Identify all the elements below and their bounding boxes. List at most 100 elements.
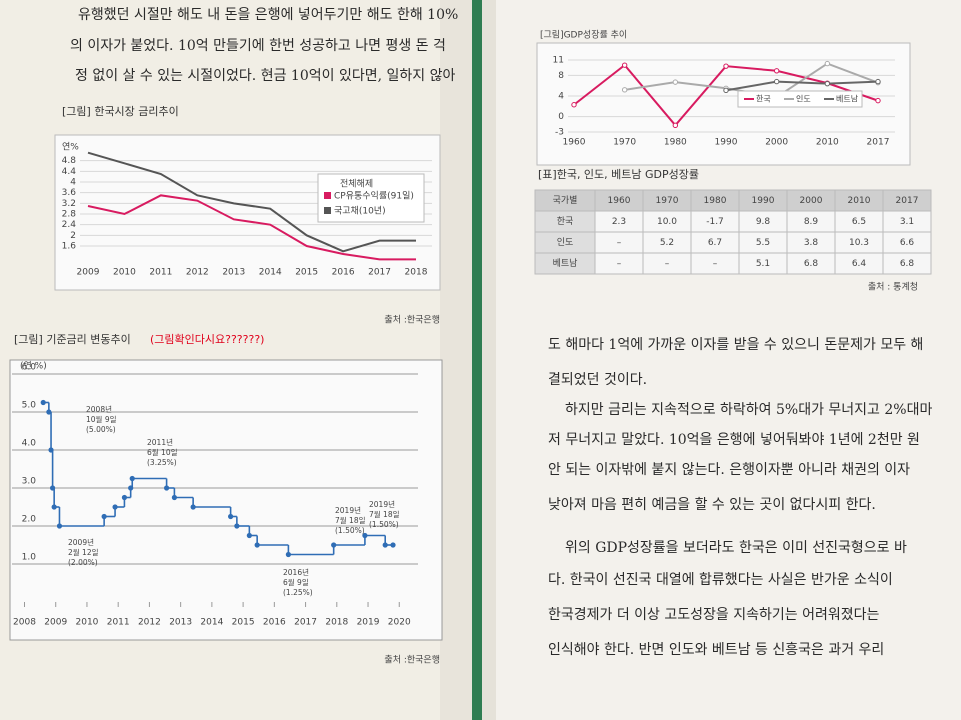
point: [46, 409, 52, 415]
point: [875, 97, 881, 104]
paragraph-line: 결되었던 것이다.: [548, 372, 647, 388]
spine-shadow: [440, 0, 472, 720]
x-tick-label: 2018: [405, 268, 428, 278]
y-tick-label: 3.2: [62, 199, 76, 209]
legend-box: [737, 90, 863, 108]
y-tick-label: 8: [558, 71, 564, 81]
annotation: 2016년: [283, 567, 309, 577]
table-cell-text: 2000: [800, 196, 823, 206]
table-cell-text: 8.9: [804, 217, 819, 227]
table-cell-text: –: [713, 259, 718, 269]
point: [50, 485, 56, 491]
annotation: 2011년: [147, 437, 173, 447]
table-cell-text: 10.3: [849, 238, 869, 248]
table-cell-text: 1990: [752, 196, 775, 206]
paragraph-line: 저 무너지고 말았다. 10억을 은행에 넣어둬봐야 1년에 2천만 원: [548, 432, 920, 448]
point: [773, 68, 780, 74]
annotation: 2009년: [68, 537, 94, 547]
point: [51, 504, 57, 510]
x-tick-label: 2017: [294, 618, 317, 628]
y-tick-label: 2: [70, 231, 76, 241]
table-cell-text: 6.4: [852, 259, 867, 269]
legend-label: 베트남: [836, 95, 859, 104]
x-tick-label: 2016: [332, 268, 355, 278]
point: [362, 532, 368, 539]
table-cell-text: 1970: [656, 196, 679, 206]
annotation: 2019년: [335, 505, 361, 515]
point: [331, 542, 337, 548]
table-cell-text: 1980: [704, 196, 727, 206]
table-cell-text: 2.3: [612, 217, 626, 227]
legend-label: CP유통수익률(91일): [334, 190, 414, 202]
paragraph-line: 도 해마다 1억에 가까운 이자를 받을 수 있으니 돈문제가 모두 해: [548, 337, 923, 353]
y-tick-label: 4: [558, 92, 564, 102]
y-tick-label: 0: [558, 112, 564, 122]
y-tick-label: 2.0: [22, 515, 37, 525]
x-tick-label: 2017: [368, 268, 391, 278]
legend-label: 한국: [756, 95, 771, 104]
point: [128, 485, 134, 491]
y-tick-label: 6.0: [22, 363, 37, 373]
paragraph-line: 낮아져 마음 편히 예금을 할 수 있는 곳이 없다시피 한다.: [548, 497, 876, 513]
y-tick-label: 3.0: [22, 477, 37, 487]
y-tick-label: 2.4: [62, 220, 77, 230]
point: [672, 122, 679, 129]
table-cell-text: 10.0: [657, 217, 677, 227]
table-cell-text: 9.8: [756, 217, 771, 227]
paragraph-line: 의 이자가 붙었다. 10억 만들기에 한번 성공하고 나면 평생 돈 걱: [70, 38, 446, 54]
legend-swatch: [324, 207, 331, 214]
y-tick-label: 5.0: [22, 401, 37, 411]
table-cell-text: 6.8: [804, 259, 819, 269]
paragraph-line: 유행했던 시절만 해도 내 돈을 은행에 넣어두기만 해도 한해 10%: [78, 7, 458, 23]
x-tick-label: 2000: [765, 138, 788, 148]
paragraph-line: 하지만 금리는 지속적으로 하락하여 5%대가 무너지고 2%대마: [565, 402, 932, 418]
point: [234, 523, 240, 529]
y-tick-label: 1.6: [62, 242, 77, 252]
point: [228, 513, 234, 520]
annotation: 2월 12일: [68, 547, 99, 557]
table-cell-text: 한국: [557, 216, 574, 227]
point: [824, 60, 831, 67]
point: [40, 399, 46, 406]
x-tick-label: 2012: [138, 618, 161, 628]
table-cell-text: 인도: [557, 237, 574, 248]
y-unit: 연%: [62, 142, 79, 153]
y-tick-label: 2.8: [62, 210, 77, 220]
y-tick-label: 11: [553, 56, 564, 66]
y-tick-label: 3.6: [62, 188, 77, 198]
point: [254, 542, 260, 548]
table-cell-text: 6.6: [900, 238, 915, 248]
point: [723, 63, 729, 69]
annotation: 6월 10일: [147, 447, 178, 457]
y-tick-label: 4.8: [62, 156, 77, 166]
chart-title: [그림] 한국시장 금리추이: [62, 105, 179, 118]
chart2-box: [9, 359, 443, 641]
annotation: (1.25%): [283, 588, 313, 597]
series-line: [87, 151, 416, 253]
point: [246, 532, 252, 539]
chart-title-note: (그림확인다시요??????): [150, 333, 264, 346]
table-cell-text: 2010: [848, 196, 871, 206]
paragraph-line: 한국경제가 더 이상 고도성장을 지속하기는 어려워졌다는: [548, 607, 879, 623]
x-tick-label: 2010: [816, 138, 839, 148]
x-tick-label: 2019: [357, 618, 380, 628]
x-tick-label: 2011: [107, 618, 130, 628]
point: [382, 542, 388, 548]
point: [285, 551, 291, 558]
x-tick-label: 2014: [200, 618, 223, 628]
point: [171, 494, 177, 501]
x-tick-label: 1970: [613, 138, 636, 148]
paragraph-line: 인식해야 한다. 반면 인도와 베트남 등 신흥국은 과거 우리: [548, 642, 884, 658]
table-cell-text: -1.7: [706, 217, 724, 227]
table-cell-text: 6.7: [708, 238, 722, 248]
y-tick-label: -3: [555, 128, 564, 138]
point: [571, 102, 577, 108]
point: [163, 485, 170, 491]
table-cell-text: 2017: [896, 196, 919, 206]
annotation: (2.00%): [68, 558, 98, 567]
spine-shadow: [482, 0, 496, 720]
x-tick-label: 2008: [13, 618, 36, 628]
paragraph-line: 다. 한국이 선진국 대열에 합류했다는 사실은 반가운 소식이: [548, 572, 893, 588]
x-tick-label: 2013: [169, 618, 192, 628]
